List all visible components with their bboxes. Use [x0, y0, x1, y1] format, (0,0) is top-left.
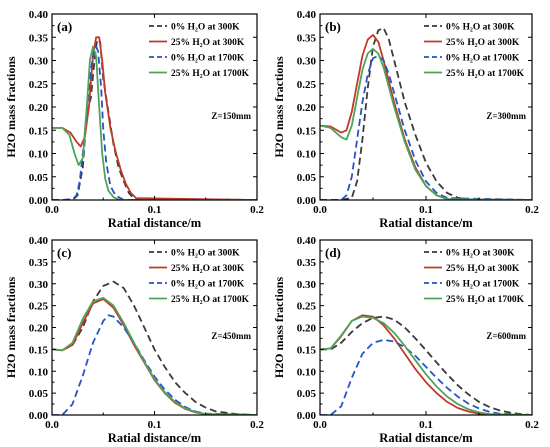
y-tick-label: 0.15: [297, 125, 317, 137]
legend-label: 0% H₂O at 1700K: [446, 54, 520, 64]
x-tick-label: 0.2: [525, 419, 539, 431]
legend-label: 25% H₂O at 1700K: [446, 69, 525, 79]
series-line-2: [52, 298, 257, 415]
y-axis-label: H2O mass fractions: [4, 277, 18, 379]
y-tick-label: 0.15: [297, 344, 317, 356]
y-tick-label: 0.40: [297, 235, 317, 247]
legend-label: 0% H₂O at 1700K: [171, 280, 245, 290]
y-tick-label: 0.00: [297, 410, 317, 422]
series-line-1: [320, 315, 532, 415]
y-tick-label: 0.20: [297, 323, 317, 335]
y-tick-label: 0.20: [29, 102, 49, 114]
series-line-3: [52, 45, 257, 200]
series-line-4: [320, 315, 532, 415]
series-line-3: [52, 314, 257, 415]
panel-label: (a): [57, 19, 72, 34]
legend-label: 25% H₂O at 1700K: [171, 69, 250, 79]
y-tick-label: 0.15: [29, 344, 49, 356]
legend-label: 25% H₂O at 1700K: [446, 295, 525, 305]
x-tick-label: 0.1: [419, 419, 433, 431]
legend-label: 0% H₂O at 1700K: [446, 280, 520, 290]
y-tick-label: 0.00: [29, 410, 49, 422]
y-tick-label: 0.40: [297, 9, 317, 21]
y-tick-label: 0.10: [29, 366, 49, 378]
panel-label: (d): [325, 245, 341, 260]
y-tick-label: 0.05: [29, 388, 49, 400]
panel-annotation: Z=450mm: [211, 331, 251, 341]
legend-label: 25% H₂O at 300K: [446, 264, 520, 274]
x-tick-label: 0.1: [419, 204, 433, 216]
panel-a: 0.00 0.05 0.10 0.15 0.20 0.25 0.30 0.35 0.40 0.0 0…: [4, 9, 264, 230]
panel-d: 0.00 0.05 0.10 0.15 0.20 0.25 0.30 0.35 0.40 0.0 0…: [272, 235, 539, 445]
legend-label: 0% H₂O at 300K: [171, 23, 240, 33]
x-axis-label: Ratial distance/m: [108, 216, 202, 230]
x-tick-label: 0.0: [313, 204, 327, 216]
y-tick-label: 0.15: [29, 125, 49, 137]
panel-label: (b): [325, 19, 341, 34]
series-line-4: [52, 296, 257, 415]
series-line-2: [52, 36, 257, 200]
y-tick-label: 0.35: [297, 32, 317, 44]
y-tick-label: 0.30: [29, 56, 49, 68]
y-axis-label: H2O mass fractions: [272, 56, 286, 158]
y-axis-label: H2O mass fractions: [4, 56, 18, 158]
legend-label: 25% H₂O at 1700K: [171, 295, 250, 305]
y-tick-label: 0.30: [297, 56, 317, 68]
y-tick-label: 0.05: [29, 172, 49, 184]
x-axis-label: Ratial distance/m: [379, 431, 473, 445]
legend-label: 25% H₂O at 300K: [171, 264, 245, 274]
x-tick-label: 0.1: [148, 204, 162, 216]
panel-annotation: Z=600mm: [486, 331, 526, 341]
y-tick-label: 0.25: [297, 79, 317, 91]
y-tick-label: 0.05: [297, 388, 317, 400]
y-tick-label: 0.20: [297, 102, 317, 114]
legend-label: 25% H₂O at 300K: [446, 38, 520, 48]
series-line-3: [320, 338, 532, 415]
y-tick-label: 0.40: [29, 235, 49, 247]
panel-c: 0.00 0.05 0.10 0.15 0.20 0.25 0.30 0.35 0.40 0.0 0…: [4, 235, 264, 445]
series-line-4: [320, 48, 532, 200]
x-tick-label: 0.0: [313, 419, 327, 431]
y-tick-label: 0.25: [29, 79, 49, 91]
series-line-1: [320, 27, 532, 200]
x-tick-label: 0.2: [525, 204, 539, 216]
legend-label: 0% H₂O at 300K: [171, 249, 240, 259]
x-tick-label: 0.2: [250, 204, 264, 216]
x-tick-label: 0.0: [45, 419, 59, 431]
legend-label: 0% H₂O at 1700K: [171, 54, 245, 64]
x-tick-label: 0.0: [45, 204, 59, 216]
legend-label: 0% H₂O at 300K: [446, 249, 515, 259]
y-tick-label: 0.30: [29, 279, 49, 291]
x-axis-label: Ratial distance/m: [108, 431, 202, 445]
y-tick-label: 0.05: [297, 172, 317, 184]
series-line-1: [52, 280, 257, 415]
y-tick-label: 0.10: [297, 149, 317, 161]
y-tick-label: 0.10: [29, 149, 49, 161]
x-axis-label: Ratial distance/m: [379, 216, 473, 230]
x-tick-label: 0.2: [250, 419, 264, 431]
y-tick-label: 0.25: [297, 301, 317, 313]
y-tick-label: 0.25: [29, 301, 49, 313]
y-tick-label: 0.00: [29, 195, 49, 207]
legend-label: 0% H₂O at 300K: [446, 23, 515, 33]
y-axis-label: H2O mass fractions: [272, 277, 286, 379]
panel-label: (c): [57, 245, 71, 260]
series-line-4: [52, 45, 257, 200]
y-tick-label: 0.35: [29, 32, 49, 44]
y-tick-label: 0.00: [297, 195, 317, 207]
y-tick-label: 0.40: [29, 9, 49, 21]
y-tick-label: 0.35: [297, 257, 317, 269]
panel-b: 0.00 0.05 0.10 0.15 0.20 0.25 0.30 0.35 0.40 0.0 0…: [272, 9, 539, 230]
y-tick-label: 0.20: [29, 323, 49, 335]
y-tick-label: 0.10: [297, 366, 317, 378]
y-tick-label: 0.30: [297, 279, 317, 291]
panel-annotation: Z=300mm: [486, 111, 526, 121]
y-tick-label: 0.35: [29, 257, 49, 269]
panel-annotation: Z=150mm: [211, 111, 251, 121]
x-tick-label: 0.1: [148, 419, 162, 431]
legend-label: 25% H₂O at 300K: [171, 38, 245, 48]
